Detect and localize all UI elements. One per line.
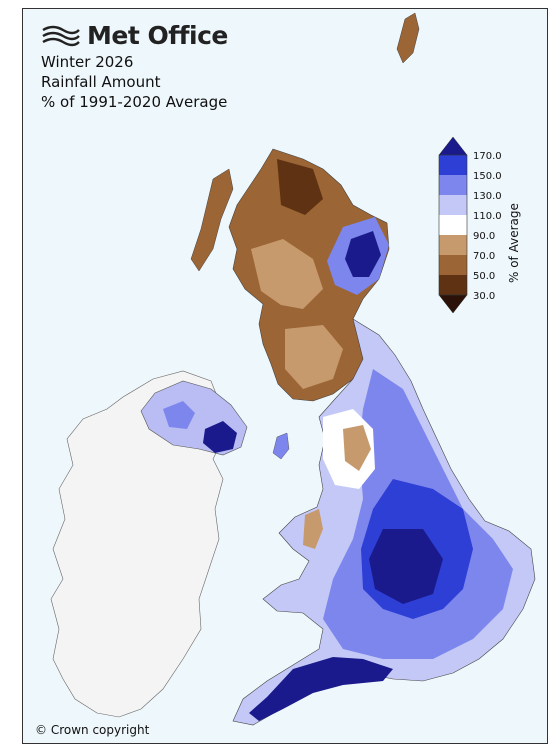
shetland xyxy=(396,12,420,64)
colorbar-30-50 xyxy=(439,275,467,295)
scotland-dark-brown xyxy=(277,159,323,215)
tick-label: 150.0 xyxy=(473,171,502,182)
colorbar-70-90 xyxy=(439,235,467,255)
colorbar-110-130 xyxy=(439,195,467,215)
scotland-south-light xyxy=(285,325,343,389)
tick-label: 110.0 xyxy=(473,211,502,222)
rainfall-map xyxy=(50,12,536,726)
southwest-very-wet xyxy=(249,657,393,721)
tick-label: 130.0 xyxy=(473,191,502,202)
subtitle-variable: Rainfall Amount xyxy=(41,73,161,91)
subtitle-season: Winter 2026 xyxy=(41,53,134,71)
aberdeenshire-very-wet xyxy=(345,231,381,277)
copyright-notice: © Crown copyright xyxy=(35,723,150,737)
colorbar-top-arrow xyxy=(438,136,468,156)
colorbar-130-150 xyxy=(439,175,467,195)
subtitle-baseline: % of 1991-2020 Average xyxy=(41,93,228,111)
colorbar xyxy=(438,136,468,314)
met-office-wave-icon xyxy=(42,25,80,46)
tick-label: 70.0 xyxy=(473,251,496,262)
tick-label: 30.0 xyxy=(473,291,496,302)
tick-label: 90.0 xyxy=(473,231,496,242)
wales-brown xyxy=(303,509,323,549)
brand-name: Met Office xyxy=(87,21,228,50)
colorbar-50-70 xyxy=(439,255,467,275)
colorbar-90-110 xyxy=(439,215,467,235)
north-england-brown xyxy=(343,425,371,471)
colorbar-150-170 xyxy=(439,155,467,175)
tick-label: 170.0 xyxy=(473,151,502,162)
outer-hebrides xyxy=(190,168,234,272)
colorbar-axis-label: % of Average xyxy=(507,203,521,283)
tick-label: 50.0 xyxy=(473,271,496,282)
isle-of-man xyxy=(272,432,290,460)
colorbar-legend: 170.0 150.0 130.0 110.0 90.0 70.0 50.0 3… xyxy=(435,136,521,341)
colorbar-bottom-arrow xyxy=(438,294,468,314)
scotland-light-brown xyxy=(251,239,323,309)
england-very-wet xyxy=(369,529,443,604)
met-office-logo: Met Office xyxy=(41,21,228,50)
map-frame: Met Office Winter 2026 Rainfall Amount %… xyxy=(22,8,548,744)
ni-wet-area xyxy=(203,421,237,453)
ni-moderate-area xyxy=(163,401,195,429)
